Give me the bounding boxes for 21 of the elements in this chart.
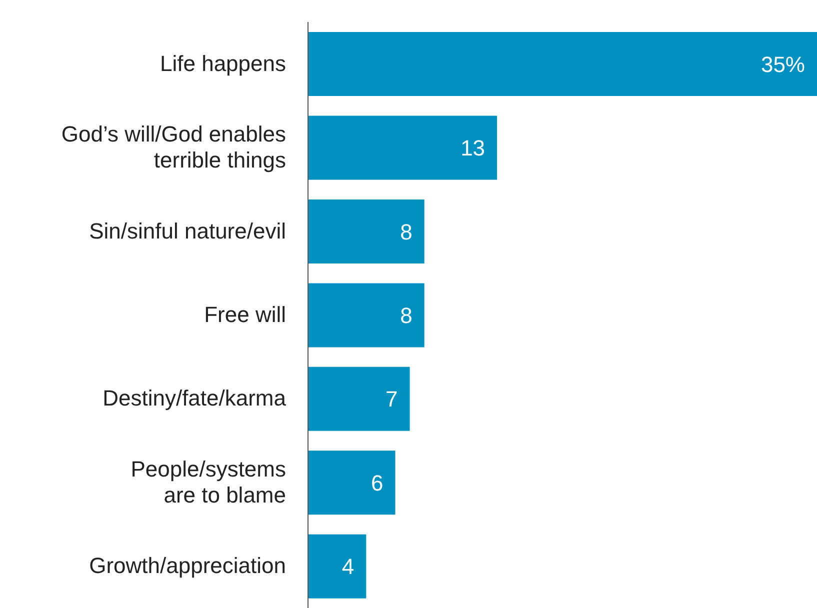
y-tick-label: Destiny/fate/karma	[102, 386, 287, 411]
data-label: 7	[386, 386, 398, 412]
bar	[308, 283, 424, 348]
data-label: 6	[371, 470, 384, 496]
bar	[308, 534, 366, 598]
bar	[308, 450, 396, 515]
data-label: 4	[342, 554, 354, 580]
data-label: 35%	[760, 52, 805, 77]
y-tick-label: Growth/appreciation	[89, 553, 286, 578]
data-label: 13	[460, 136, 486, 161]
y-tick-label: Free will	[204, 302, 286, 327]
y-tick-label: Life happens	[160, 50, 286, 76]
data-label: 8	[400, 303, 412, 328]
y-tick-label: God’s will/God enables terrible things	[61, 122, 286, 173]
bar	[308, 32, 817, 96]
bar	[308, 199, 424, 264]
y-tick-label: Sin/sinful nature/evil	[89, 218, 286, 244]
data-label: 8	[400, 219, 412, 244]
bar	[308, 366, 410, 431]
y-tick-label: People/systems are to blame	[130, 456, 286, 508]
bar	[308, 116, 498, 180]
